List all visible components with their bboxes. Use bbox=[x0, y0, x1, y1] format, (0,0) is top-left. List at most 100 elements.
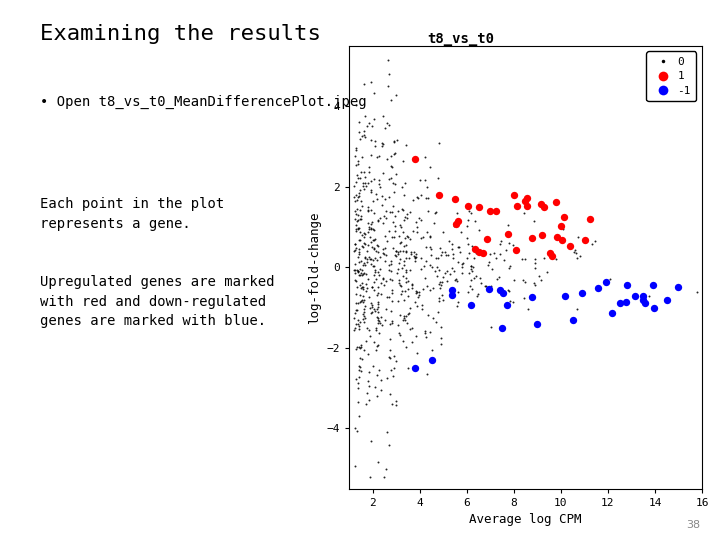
Point bbox=[490, 206, 502, 215]
Point bbox=[411, 193, 423, 202]
Point bbox=[426, 245, 437, 253]
Point bbox=[418, 232, 429, 241]
Point bbox=[372, 305, 383, 314]
Point bbox=[381, 305, 392, 313]
Point bbox=[356, 153, 368, 162]
Point bbox=[372, 308, 384, 316]
Point bbox=[351, 283, 363, 292]
Point bbox=[384, 320, 396, 328]
Point bbox=[520, 254, 531, 263]
Point bbox=[361, 247, 373, 255]
Point bbox=[358, 308, 369, 316]
Point bbox=[494, 239, 505, 248]
Point bbox=[383, 175, 395, 184]
X-axis label: Average log CPM: Average log CPM bbox=[469, 514, 582, 526]
Point bbox=[349, 462, 361, 470]
Point bbox=[661, 295, 672, 304]
Point bbox=[371, 194, 382, 203]
Point bbox=[376, 376, 387, 384]
Point bbox=[435, 334, 446, 342]
Point bbox=[367, 362, 379, 370]
Point bbox=[384, 345, 396, 354]
Point bbox=[483, 285, 495, 294]
Point bbox=[381, 154, 392, 163]
Point bbox=[444, 270, 456, 279]
Point bbox=[369, 208, 380, 217]
Point bbox=[364, 254, 376, 263]
Point bbox=[392, 250, 403, 259]
Point bbox=[359, 131, 370, 139]
Point bbox=[420, 256, 431, 265]
Point bbox=[359, 80, 370, 89]
Point bbox=[474, 274, 486, 282]
Point bbox=[450, 275, 462, 284]
Point bbox=[463, 249, 474, 258]
Point bbox=[424, 260, 436, 269]
Point bbox=[369, 175, 380, 184]
Point bbox=[462, 215, 474, 224]
Point bbox=[462, 234, 473, 242]
Point bbox=[441, 250, 452, 259]
Point bbox=[421, 183, 433, 191]
Point bbox=[349, 308, 361, 317]
Point bbox=[354, 118, 365, 126]
Point bbox=[472, 290, 483, 299]
Point bbox=[450, 220, 462, 228]
Point bbox=[372, 341, 384, 349]
Point bbox=[359, 185, 370, 193]
Point bbox=[390, 247, 402, 255]
Point bbox=[413, 291, 425, 299]
Point bbox=[355, 212, 366, 220]
Point bbox=[529, 259, 541, 268]
Point bbox=[382, 237, 393, 245]
Point bbox=[380, 251, 392, 260]
Point bbox=[351, 343, 363, 352]
Point bbox=[452, 298, 464, 307]
Point bbox=[398, 314, 410, 322]
Point bbox=[433, 191, 444, 199]
Point bbox=[354, 281, 366, 289]
Point bbox=[519, 278, 531, 286]
Point bbox=[359, 112, 371, 120]
Point bbox=[400, 265, 411, 274]
Point bbox=[398, 260, 410, 269]
Point bbox=[425, 243, 436, 252]
Point bbox=[388, 352, 400, 361]
Point bbox=[375, 290, 387, 299]
Point bbox=[365, 185, 377, 194]
Point bbox=[362, 206, 374, 214]
Point bbox=[469, 217, 481, 225]
Point bbox=[432, 307, 444, 316]
Point bbox=[421, 228, 433, 237]
Point bbox=[503, 239, 515, 248]
Point bbox=[350, 299, 361, 307]
Point bbox=[579, 236, 590, 245]
Point bbox=[451, 301, 463, 310]
Point bbox=[496, 322, 508, 330]
Point bbox=[377, 169, 389, 178]
Point bbox=[446, 245, 458, 253]
Point bbox=[429, 209, 441, 218]
Point bbox=[366, 308, 377, 316]
Point bbox=[559, 291, 571, 300]
Point bbox=[433, 174, 444, 183]
Point bbox=[637, 292, 649, 301]
Point bbox=[453, 242, 464, 251]
Point bbox=[426, 263, 437, 272]
Point bbox=[392, 206, 404, 215]
Point bbox=[406, 323, 418, 332]
Point bbox=[371, 189, 382, 198]
Point bbox=[397, 336, 409, 345]
Point bbox=[351, 221, 362, 230]
Point bbox=[473, 247, 485, 256]
Point bbox=[406, 280, 418, 288]
Point bbox=[400, 311, 412, 320]
Point bbox=[412, 222, 423, 231]
Point bbox=[574, 252, 585, 261]
Point bbox=[415, 253, 427, 262]
Point bbox=[386, 208, 397, 217]
Point bbox=[480, 282, 492, 291]
Point bbox=[485, 207, 496, 215]
Text: t8_vs_t0: t8_vs_t0 bbox=[427, 32, 495, 46]
Point bbox=[387, 202, 399, 211]
